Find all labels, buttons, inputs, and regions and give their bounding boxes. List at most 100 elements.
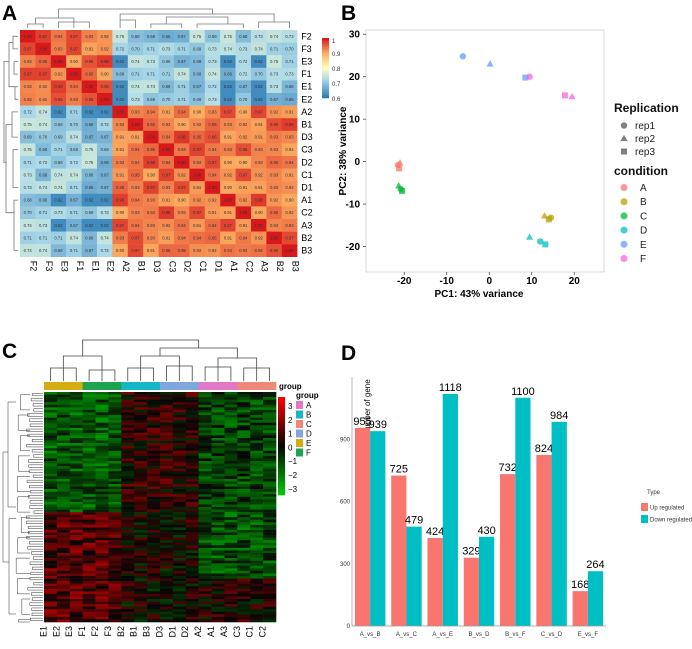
heatmap-cell	[108, 593, 122, 597]
heatmap-cell	[224, 435, 238, 439]
heatmap-cell	[263, 489, 277, 492]
cell-value: 0.92	[285, 185, 294, 190]
heatmap-cell	[250, 545, 264, 549]
heatmap-cell	[224, 453, 238, 457]
heatmap-cell	[134, 466, 148, 469]
heatmap-cell	[158, 30, 175, 43]
heatmap-cell	[198, 537, 212, 541]
heatmap-cell	[121, 619, 135, 623]
column-label: A2	[193, 626, 203, 637]
heatmap-cell	[263, 550, 277, 554]
heatmap-cell	[56, 499, 71, 503]
heatmap-cell	[237, 570, 251, 574]
colorbar-segment	[278, 424, 285, 427]
heatmap-cell	[250, 430, 264, 434]
heatmap-cell	[44, 409, 58, 413]
heatmap-cell	[185, 530, 199, 533]
heatmap-cell	[263, 450, 277, 454]
heatmap-cell	[263, 542, 277, 546]
heatmap-cell	[198, 507, 212, 510]
heatmap-cell	[95, 507, 109, 510]
heatmap-cell	[44, 466, 58, 469]
heatmap-cell	[250, 547, 264, 551]
heatmap-cell	[281, 206, 298, 220]
cell-value: 0.94	[131, 223, 140, 228]
heatmap-cell	[237, 576, 251, 579]
heatmap-cell	[82, 530, 96, 533]
colorbar-segment	[278, 444, 285, 447]
row-label: D2	[301, 157, 313, 167]
cell-value: 0.91	[147, 248, 156, 253]
heatmap-cell	[250, 563, 264, 567]
heatmap-cell	[134, 443, 148, 446]
heatmap-cell	[198, 517, 212, 521]
heatmap-cell	[134, 494, 148, 498]
heatmap-cell	[134, 558, 148, 561]
heatmap-cell	[266, 206, 282, 220]
heatmap-cell	[263, 435, 277, 439]
heatmap-cell	[108, 481, 122, 485]
cell-value: 0.68	[24, 198, 33, 203]
legend-marker-rep2	[620, 134, 628, 142]
heatmap-cell	[50, 168, 67, 182]
heatmap-cell	[198, 422, 212, 426]
heatmap-cell	[108, 517, 122, 521]
heatmap-cell	[220, 80, 236, 94]
cell-value: 0.72	[116, 46, 125, 51]
heatmap-cell	[108, 581, 122, 584]
heatmap-cell	[211, 573, 225, 577]
cell-value: 0.69	[54, 160, 63, 165]
heatmap-cell	[185, 614, 199, 618]
heatmap-cell	[189, 244, 205, 257]
heatmap-cell	[263, 430, 277, 434]
heatmap-cell	[147, 417, 161, 421]
heatmap-cell	[237, 519, 251, 523]
heatmap-cell	[44, 553, 58, 556]
heatmap-cell	[237, 609, 251, 613]
heatmap-cell	[160, 399, 174, 403]
heatmap-cell	[160, 473, 174, 477]
column-label: E1	[38, 626, 48, 637]
colorbar-segment	[278, 465, 285, 468]
heatmap-cell	[82, 509, 96, 513]
heatmap-cell	[160, 599, 174, 602]
cell-value: 0.91	[224, 235, 233, 240]
colorbar-segment	[278, 412, 285, 415]
cell-value: 0.73	[24, 185, 33, 190]
heatmap-cell	[50, 105, 67, 119]
heatmap-cell	[121, 478, 135, 482]
group-bar-cell	[250, 382, 264, 390]
heatmap-cell	[82, 522, 96, 526]
heatmap-cell	[56, 576, 71, 579]
heatmap-cell	[44, 616, 58, 620]
heatmap-cell	[134, 581, 148, 584]
heatmap-cell	[172, 458, 187, 462]
cell-value: 0.91	[193, 223, 202, 228]
colorbar-segment	[322, 90, 329, 93]
row-label: F1	[301, 69, 312, 79]
heatmap-cell	[185, 517, 199, 521]
heatmap-cell	[224, 573, 238, 577]
heatmap-cell	[95, 553, 109, 556]
heatmap-cell	[235, 219, 252, 232]
colorbar-tick: 1	[332, 39, 336, 45]
heatmap-cell	[81, 118, 98, 131]
heatmap-cell	[263, 576, 277, 579]
heatmap-cell	[82, 412, 96, 416]
cell-value: 0.93	[239, 248, 248, 253]
heatmap-cell	[95, 596, 109, 600]
data-label: 732	[498, 462, 516, 474]
heatmap-cell	[95, 491, 109, 495]
heatmap-cell	[237, 476, 251, 480]
heatmap-cell	[95, 565, 109, 569]
heatmap-cell	[95, 514, 109, 518]
heatmap-cell	[211, 415, 225, 418]
heatmap-cell	[112, 244, 128, 257]
heatmap-cell	[211, 422, 225, 426]
heatmap-cell	[95, 422, 109, 426]
heatmap-cell	[44, 558, 58, 561]
heatmap-cell	[82, 440, 96, 444]
heatmap-cell	[69, 537, 83, 541]
heatmap-cell	[198, 427, 212, 431]
heatmap-cell	[97, 206, 113, 220]
